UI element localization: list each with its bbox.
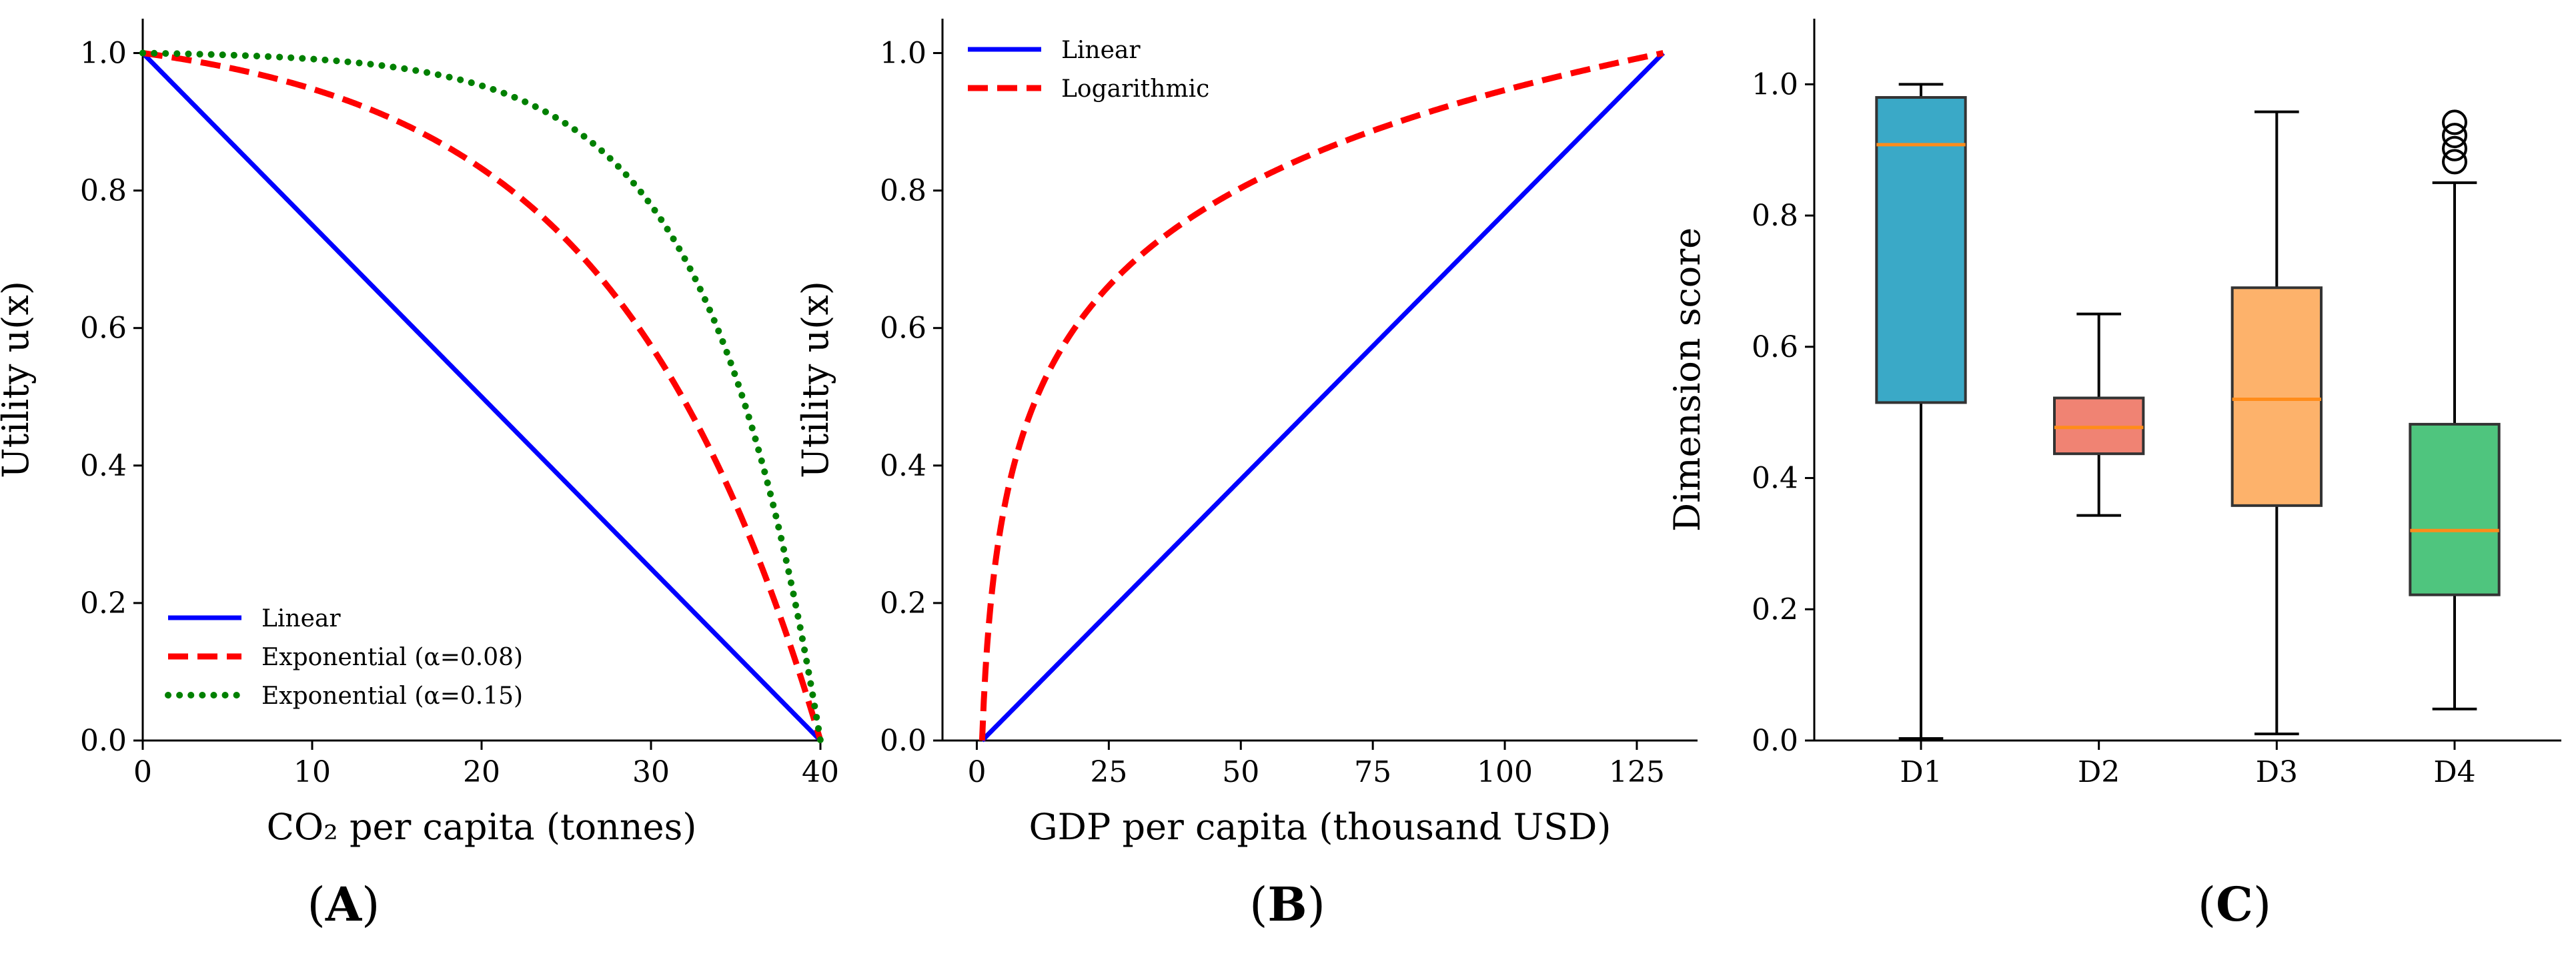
y-tick-label: 0.6 [1752,330,1798,364]
panel-label: (B) [1249,877,1325,932]
y-tick-label: 0.8 [880,174,926,208]
y-tick-label: 0.2 [80,586,127,620]
x-tick-label: 30 [632,755,670,789]
box-D1 [1875,83,1967,741]
outlier-point [2442,135,2467,161]
panel-label: (C) [2198,877,2271,932]
y-tick-label: 0.2 [1752,592,1798,626]
outlier-point [2442,149,2467,175]
panel-c: 0.0 0.2 0.4 0.6 0.8 1.0 Dimension score (C) D1 D2… [1666,19,2561,932]
y-tick-label: 0.0 [80,724,127,758]
x-tick-label: 50 [1222,755,1259,789]
y-axis-title: Dimension score [1666,227,1708,532]
y-tick-label: 0.0 [1752,724,1798,758]
series-line-3 [139,49,824,744]
y-tick-label: 0.6 [880,312,926,346]
legend: Linear Exponential (α=0.08) Exponential (α… [165,605,523,710]
x-tick-label: D1 [1900,755,1942,789]
x-tick-label: 125 [1609,755,1665,789]
panel-a: 0.0 0.2 0.4 0.6 0.8 1.0 Utility u(x) CO₂ per ca… [0,19,839,932]
y-tick-label: 0.4 [80,449,127,483]
box-body [2230,286,2323,507]
y-tick-label: 1.0 [80,37,127,71]
x-axis-title: CO₂ per capita (tonnes) [267,806,697,848]
x-tick-label: D2 [2078,755,2120,789]
legend: Linear Logarithmic [968,37,1209,103]
series-line-1 [141,51,822,743]
x-axis-title: GDP per capita (thousand USD) [1029,806,1612,848]
x-tick-label: 0 [967,755,986,789]
x-tick-label: 40 [802,755,839,789]
x-tick-label: D4 [2433,755,2475,789]
box-D4 [2409,109,2501,710]
y-tick-label: 0.0 [880,724,926,758]
x-tick-label: 100 [1477,755,1533,789]
x-tick-label: D3 [2256,755,2298,789]
box-body [2409,422,2501,596]
y-tick-label: 0.4 [1752,462,1798,496]
outlier-point [2442,109,2467,135]
series-line-2 [979,50,1665,741]
y-tick-label: 0.6 [80,312,127,346]
legend-label: Logarithmic [1061,75,1209,103]
x-tick-label: 75 [1354,755,1391,789]
box-D3 [2230,110,2323,736]
legend-label: Linear [1061,37,1141,64]
y-tick-label: 0.4 [880,449,926,483]
y-tick-label: 1.0 [880,37,926,71]
x-tick-label: 25 [1090,755,1127,789]
x-tick-label: 20 [463,755,500,789]
panel-b: 0.0 0.2 0.4 0.6 0.8 1.0 Utility u(x) GDP per ca… [794,19,1698,932]
y-tick-label: 0.8 [80,174,127,208]
y-tick-label: 0.2 [880,586,926,620]
x-tick-label: 0 [133,755,152,789]
series-line-2 [141,50,824,742]
legend-label: Exponential (α=0.08) [261,644,523,671]
x-tick-label: 10 [293,755,331,789]
legend-label: Exponential (α=0.15) [261,682,523,710]
panel-label: (A) [307,877,380,932]
series-line-1 [980,51,1666,743]
y-tick-label: 0.8 [1752,199,1798,233]
outlier-point [2442,123,2467,149]
y-axis-title: Utility u(x) [0,281,37,478]
y-tick-label: 1.0 [1752,67,1798,101]
box-D2 [2053,312,2145,517]
box-body [1875,96,1967,404]
legend-label: Linear [261,605,341,632]
y-axis-title: Utility u(x) [794,281,836,478]
